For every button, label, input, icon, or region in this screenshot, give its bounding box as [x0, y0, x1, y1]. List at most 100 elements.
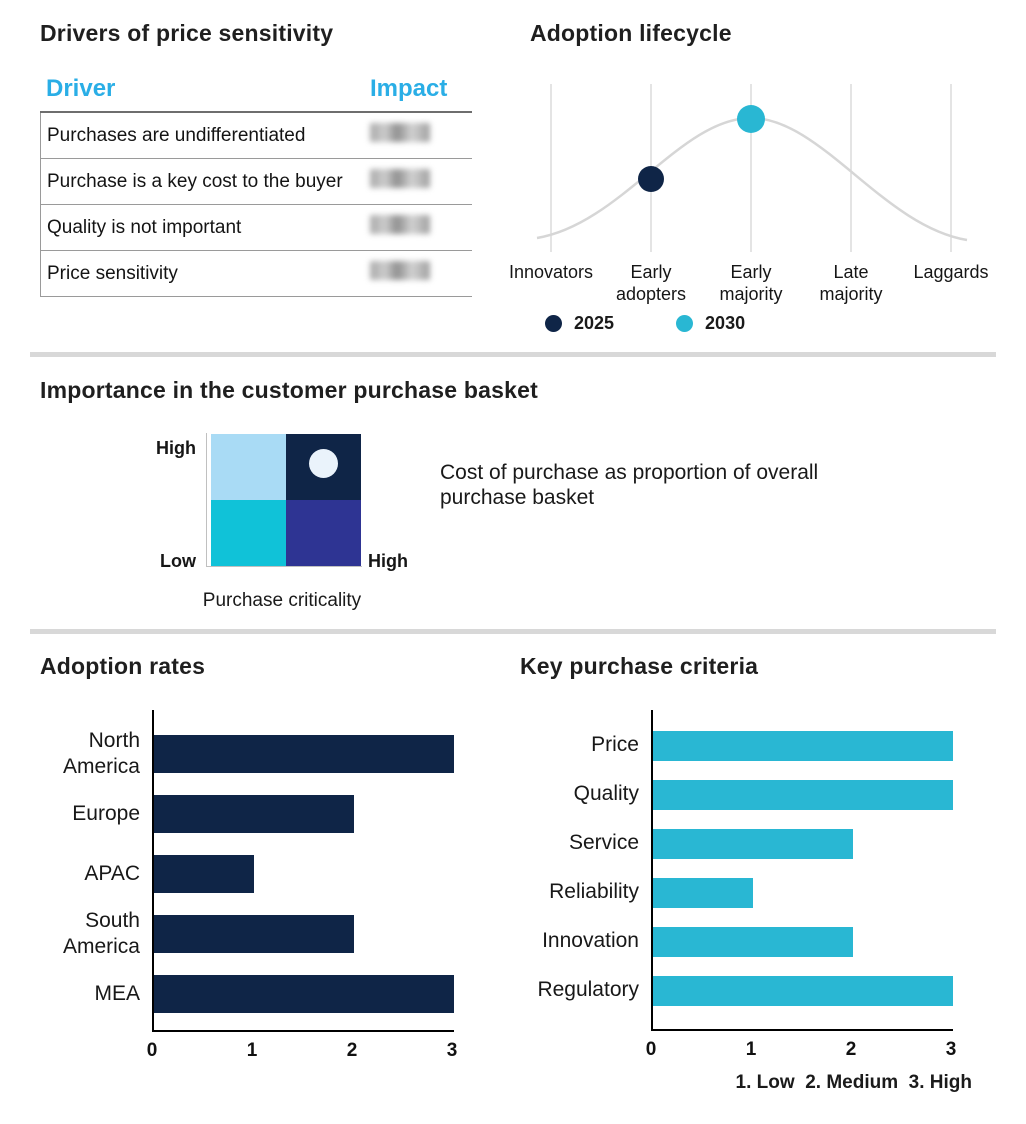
bar-row: MEA — [94, 964, 454, 1024]
lifecycle-legend: 2025 2030 — [545, 313, 745, 334]
tick-2: 2 — [845, 1039, 857, 1060]
tick-0: 0 — [146, 1040, 158, 1061]
table-row: Purchase is a key cost to the buyer — [41, 159, 472, 205]
lifecycle-x-labels: Innovators Early adopters Early majority… — [501, 262, 1001, 305]
bar-row: Reliability — [549, 868, 953, 917]
bar-europe — [154, 795, 354, 833]
legend-2025-label: 2025 — [574, 313, 615, 333]
table-row: Quality is not important — [41, 205, 472, 251]
bar-label: North America — [62, 728, 140, 778]
quadrant-bottom-right — [286, 500, 361, 566]
y-axis-high-label: High — [156, 438, 196, 458]
purchase-criteria-x-axis: 0 1 2 3 — [646, 1031, 957, 1065]
impact-column-header: Impact — [370, 74, 448, 102]
x-label-late-majority: Late majority — [819, 262, 883, 304]
tick-2: 2 — [346, 1040, 358, 1061]
lifecycle-chart — [536, 84, 968, 252]
tick-0: 0 — [645, 1039, 657, 1060]
marker-2025-dot — [638, 166, 664, 192]
bar-row: Price — [591, 721, 953, 770]
x-label-early-adopters: Early adopters — [615, 262, 687, 304]
bar-label: Regulatory — [537, 978, 639, 1002]
drivers-title: Drivers of price sensitivity — [40, 20, 334, 46]
adoption-rates-chart: North America Europe APAC South America … — [63, 710, 458, 1066]
bar-row: Regulatory — [537, 966, 953, 1015]
bar-service — [653, 828, 853, 859]
impact-value-redacted — [370, 169, 430, 188]
bar-row: North America — [63, 724, 454, 784]
bar-label: Quality — [573, 782, 639, 806]
basket-axes — [206, 433, 362, 567]
legend-2030-dot-icon — [676, 315, 694, 332]
impact-value-redacted — [370, 261, 430, 280]
impact-cell — [370, 169, 472, 194]
adoption-rates-title: Adoption rates — [40, 653, 206, 679]
driver-cell: Quality is not important — [47, 216, 242, 238]
table-row: Price sensitivity — [41, 251, 472, 297]
legend-2025-dot-icon — [545, 315, 562, 332]
basket-title: Importance in the customer purchase bask… — [40, 377, 538, 403]
bar-row: Service — [569, 819, 953, 868]
scale-footnote: 1. Low 2. Medium 3. High — [735, 1072, 972, 1093]
bar-mea — [154, 975, 454, 1013]
x-label-innovators: Innovators — [508, 262, 594, 282]
tick-1: 1 — [246, 1040, 258, 1061]
bar-row: Innovation — [542, 917, 953, 966]
impact-value-redacted — [370, 123, 430, 142]
bar-label: Price — [591, 733, 639, 757]
adoption-rates-plot: North America Europe APAC South America … — [63, 710, 454, 1032]
bar-label: APAC — [84, 861, 140, 885]
x-axis-high-label: High — [368, 551, 408, 571]
purchase-criteria-chart: Price Quality Service Reliability Innova… — [537, 710, 957, 1065]
drivers-table-header: Driver Impact — [40, 66, 472, 113]
purchase-criteria-title: Key purchase criteria — [520, 653, 759, 679]
impact-value-redacted — [370, 215, 430, 234]
bar-label: MEA — [94, 981, 140, 1005]
section-divider — [30, 352, 996, 357]
impact-cell — [370, 261, 472, 286]
basket-position-marker — [309, 449, 338, 478]
quadrant-bottom-left — [211, 500, 286, 566]
bar-innovation — [653, 926, 853, 957]
tick-3: 3 — [945, 1039, 957, 1060]
impact-cell — [370, 215, 472, 240]
bar-apac — [154, 855, 254, 893]
drivers-table-body: Purchases are undifferentiated Purchase … — [40, 113, 472, 297]
lifecycle-title: Adoption lifecycle — [530, 20, 732, 46]
bar-north-america — [154, 735, 454, 773]
bar-regulatory — [653, 975, 953, 1006]
bar-label: Europe — [72, 801, 140, 825]
tick-1: 1 — [745, 1039, 757, 1060]
drivers-table: Driver Impact Purchases are undifferenti… — [40, 66, 472, 297]
purchase-criteria-plot: Price Quality Service Reliability Innova… — [537, 710, 953, 1031]
driver-column-header: Driver — [46, 74, 116, 102]
quadrant-top-left — [211, 434, 286, 500]
bell-curve — [536, 116, 968, 242]
bar-price — [653, 730, 953, 761]
bar-row: Europe — [72, 784, 454, 844]
legend-item-2025: 2025 — [545, 313, 614, 334]
bar-label: Service — [568, 831, 639, 855]
bar-row: Quality — [574, 770, 953, 819]
legend-item-2030: 2030 — [676, 313, 745, 334]
adoption-rates-x-axis: 0 1 2 3 — [147, 1032, 458, 1066]
basket-quadrant-grid — [211, 434, 361, 566]
bar-reliability — [653, 877, 753, 908]
bar-label: South America — [62, 908, 140, 958]
bar-quality — [653, 779, 953, 810]
y-axis-low-label: Low — [160, 551, 196, 571]
driver-cell: Purchases are undifferentiated — [47, 124, 306, 146]
table-row: Purchases are undifferentiated — [41, 113, 472, 159]
legend-2030-label: 2030 — [705, 313, 746, 333]
marker-2030-dot — [737, 105, 765, 133]
basket-annotation: Cost of purchase as proportion of overal… — [440, 461, 819, 509]
bar-row: APAC — [84, 844, 454, 904]
tick-3: 3 — [446, 1040, 458, 1061]
bar-row: South America — [63, 904, 454, 964]
bar-label: Reliability — [549, 880, 639, 904]
section-divider — [30, 629, 996, 634]
driver-cell: Purchase is a key cost to the buyer — [47, 170, 343, 192]
bar-south-america — [154, 915, 354, 953]
quadrant-top-right — [286, 434, 361, 500]
